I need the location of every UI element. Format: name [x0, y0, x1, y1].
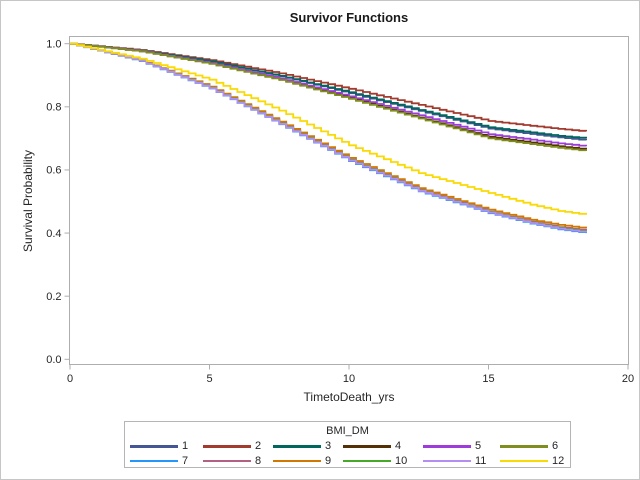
y-tick-label: 1.0: [46, 39, 61, 51]
legend-swatch-2: [203, 445, 251, 448]
y-tick-label: 0.0: [46, 354, 61, 366]
plot-frame: [69, 36, 629, 365]
legend-swatch-5: [423, 445, 471, 448]
y-tick-label: 0.6: [46, 165, 61, 177]
legend-title: BMI_DM: [326, 425, 369, 437]
legend-label-12: 12: [552, 454, 565, 467]
legend: BMI_DM 1 2 3 4 5 6 7 8 9 10 11 12: [124, 421, 571, 468]
legend-swatch-4: [343, 445, 391, 448]
legend-label-11: 11: [475, 454, 487, 467]
legend-label-4: 4: [395, 440, 402, 452]
chart-title: Survivor Functions: [289, 10, 409, 25]
legend-swatch-7: [130, 459, 178, 462]
legend-label-10: 10: [395, 454, 408, 467]
legend-label-5: 5: [475, 440, 482, 452]
legend-label-3: 3: [325, 440, 332, 452]
y-axis-label: Survival Probability: [21, 149, 35, 253]
survival-curve-12: [70, 42, 587, 215]
legend-label-9: 9: [325, 454, 332, 467]
legend-label-7: 7: [182, 454, 189, 467]
plot-area: 0.0 0.2 0.4 0.6 0.8 1.0 0 5 10 15 20: [46, 36, 634, 385]
legend-swatch-8: [203, 459, 251, 462]
legend-label-6: 6: [552, 440, 559, 452]
legend-swatch-9: [273, 459, 321, 462]
x-tick-label: 20: [622, 373, 634, 385]
y-tick-label: 0.8: [46, 102, 61, 114]
survival-curve-11: [70, 42, 587, 233]
legend-swatch-10: [343, 459, 391, 462]
legend-swatch-11: [423, 459, 471, 462]
legend-swatch-3: [273, 445, 321, 448]
legend-label-1: 1: [182, 440, 189, 452]
legend-swatch-1: [130, 445, 178, 448]
legend-label-8: 8: [255, 454, 262, 467]
legend-swatch-12: [500, 459, 548, 462]
legend-swatch-6: [500, 445, 548, 448]
x-tick-label: 10: [343, 373, 355, 385]
y-tick-label: 0.2: [46, 291, 61, 303]
x-tick-label: 15: [482, 373, 494, 385]
y-tick-label: 0.4: [46, 228, 61, 240]
x-tick-label: 5: [206, 373, 212, 385]
x-tick-label: 0: [67, 373, 73, 385]
survival-curve-6: [70, 42, 587, 152]
x-axis-label: TimetoDeath_yrs: [303, 390, 395, 404]
legend-label-2: 2: [255, 440, 262, 452]
